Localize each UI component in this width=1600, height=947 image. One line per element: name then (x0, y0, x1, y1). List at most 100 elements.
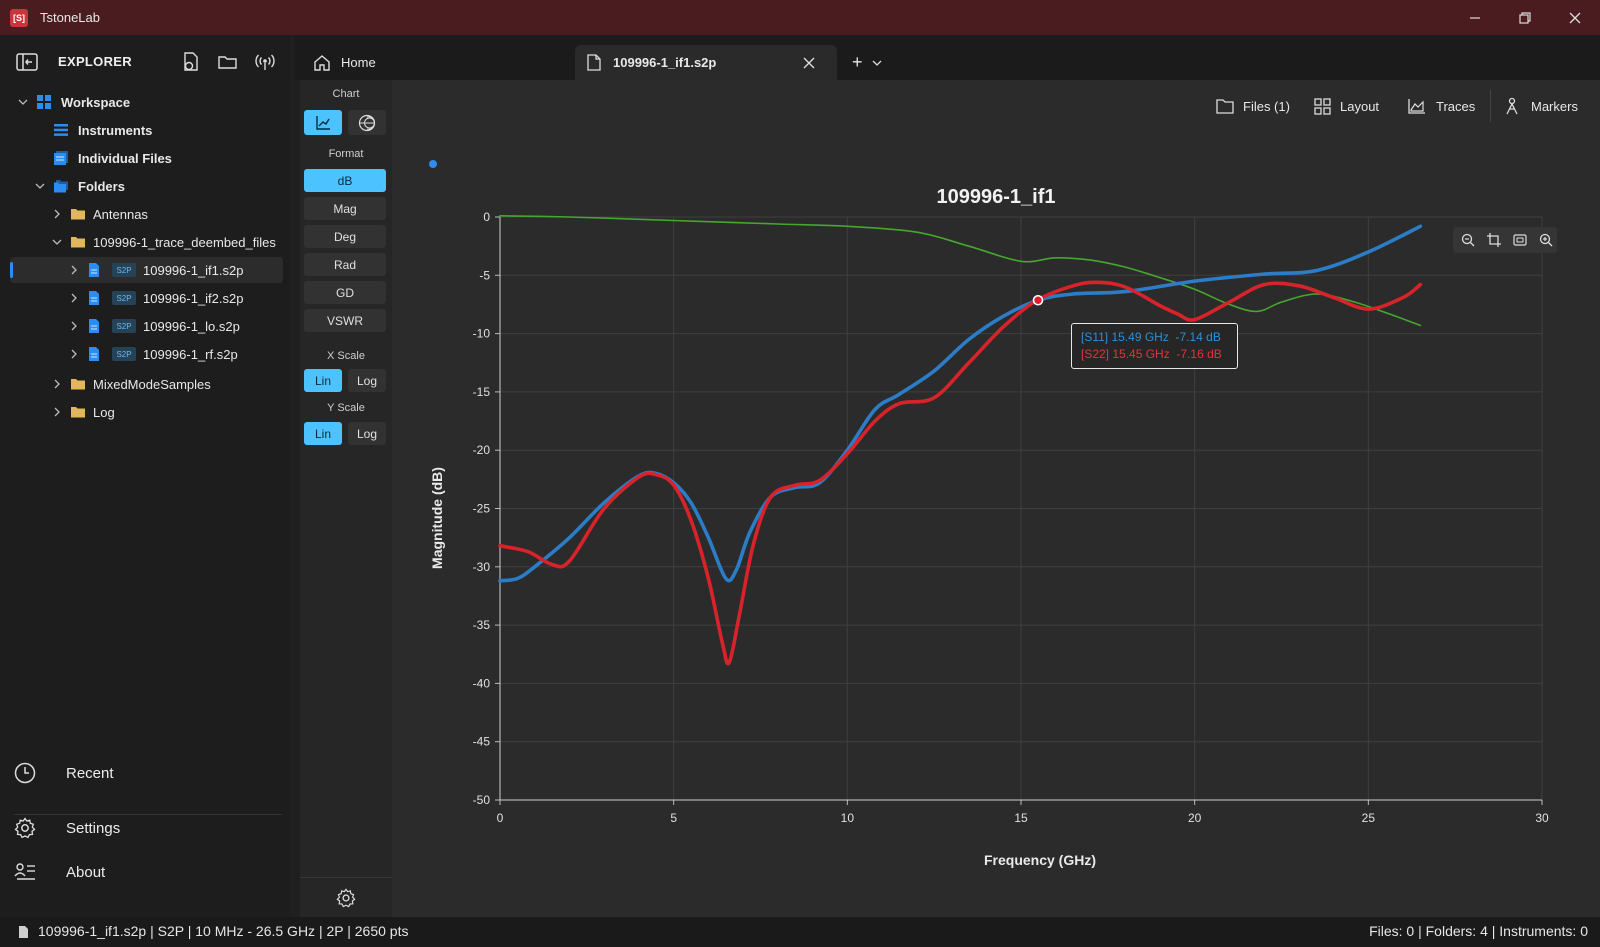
format-gd-button[interactable]: GD (304, 281, 386, 304)
nav-divider (14, 814, 282, 815)
tree-label: 109996-1_rf.s2p (143, 346, 238, 362)
tree-label: 109996-1_lo.s2p (143, 318, 240, 334)
x-tick-label: 20 (1188, 811, 1202, 825)
format-vswr-button[interactable]: VSWR (304, 309, 386, 332)
format-db-button[interactable]: dB (304, 169, 386, 192)
tree-item-log[interactable]: Log (10, 399, 283, 425)
y-scale-lin-button[interactable]: Lin (304, 422, 342, 445)
chart-series (498, 215, 1423, 666)
tooltip-s11-line: [S11] 15.49 GHz -7.14 dB (1081, 330, 1221, 344)
chevron-right-icon[interactable] (51, 406, 63, 418)
markers-button[interactable]: Markers (1504, 94, 1578, 118)
tree-item-rf-file[interactable]: S2P 109996-1_rf.s2p (10, 341, 283, 367)
x-scale-label: X Scale (327, 350, 365, 362)
app-title: TstoneLab (40, 10, 100, 25)
tree-label: Workspace (61, 94, 131, 110)
series-line-s21 (499, 215, 1422, 327)
y-tick-label: -15 (473, 385, 491, 399)
file-icon (587, 54, 601, 71)
tree-label: Individual Files (78, 150, 172, 166)
chevron-right-icon[interactable] (68, 264, 80, 276)
zoom-in-icon[interactable] (1539, 233, 1553, 247)
recent-nav[interactable]: Recent (14, 753, 279, 793)
file-icon (89, 291, 99, 305)
chevron-right-icon[interactable] (51, 378, 63, 390)
minimize-button[interactable] (1450, 0, 1500, 35)
y-scale-log-button[interactable]: Log (348, 422, 386, 445)
close-tab-icon[interactable] (803, 57, 815, 69)
list-icon (54, 124, 68, 136)
tree-item-if1-file[interactable]: S2P 109996-1_if1.s2p (10, 257, 283, 283)
tree-label: Folders (78, 178, 125, 194)
marker-point (1032, 294, 1044, 306)
traces-label: Traces (1436, 98, 1476, 114)
explorer-sidebar: EXPLORER Workspace Instruments (0, 35, 290, 917)
format-rad-button[interactable]: Rad (304, 253, 386, 276)
x-scale-lin-button[interactable]: Lin (304, 369, 342, 392)
rectangular-chart-button[interactable] (304, 110, 342, 135)
chevron-right-icon[interactable] (51, 208, 63, 220)
tree-item-lo-file[interactable]: S2P 109996-1_lo.s2p (10, 313, 283, 339)
chart-label: Chart (332, 88, 360, 100)
tree-item-workspace[interactable]: Workspace (10, 89, 283, 115)
y-tick-label: -30 (473, 560, 491, 574)
tree-item-if2-file[interactable]: S2P 109996-1_if2.s2p (10, 285, 283, 311)
open-folder-icon[interactable] (217, 51, 239, 73)
layout-label: Layout (1340, 98, 1380, 114)
close-icon (1569, 12, 1581, 23)
y-tick-label: 0 (483, 210, 490, 224)
chevron-right-icon[interactable] (68, 292, 80, 304)
status-bar: 109996-1_if1.s2p | S2P | 10 MHz - 26.5 G… (0, 917, 1600, 947)
format-label: Format (328, 148, 364, 160)
x-scale-log-button[interactable]: Log (348, 369, 386, 392)
tree-item-mixedmodesamples[interactable]: MixedModeSamples (10, 371, 283, 397)
s2p-badge: S2P (112, 291, 136, 305)
x-tick-label: 10 (841, 811, 855, 825)
traces-button[interactable]: Traces (1408, 94, 1475, 118)
open-file-icon[interactable] (180, 51, 202, 73)
smith-chart-button[interactable] (348, 110, 386, 135)
chevron-right-icon[interactable] (68, 320, 80, 332)
chevron-down-icon[interactable] (34, 180, 46, 192)
tab-home[interactable]: Home (309, 45, 429, 80)
restore-button[interactable] (1500, 0, 1550, 35)
collapse-sidebar-icon[interactable] (16, 51, 38, 73)
about-nav[interactable]: About (14, 852, 279, 892)
files-button[interactable]: Files (1) (1216, 94, 1290, 118)
new-tab-button[interactable]: + (840, 45, 890, 80)
chevron-right-icon[interactable] (68, 348, 80, 360)
chevron-down-icon[interactable] (51, 236, 63, 248)
fit-screen-icon[interactable] (1513, 233, 1527, 247)
smith-chart-icon (358, 114, 376, 131)
format-mag-button[interactable]: Mag (304, 197, 386, 220)
tree-label: Instruments (78, 122, 153, 138)
y-scale-label: Y Scale (327, 402, 365, 414)
tree-label: 109996-1_if1.s2p (143, 262, 244, 278)
chevron-down-icon[interactable] (872, 59, 882, 67)
tree-item-instruments[interactable]: Instruments (10, 117, 283, 143)
zoom-out-icon[interactable] (1461, 233, 1475, 247)
tree-item-antennas[interactable]: Antennas (10, 201, 283, 227)
tree-item-folders[interactable]: Folders (10, 173, 283, 199)
settings-nav[interactable]: Settings (14, 808, 279, 848)
selection-indicator (10, 262, 13, 278)
instrument-connect-icon[interactable] (254, 51, 276, 73)
explorer-header: EXPLORER (0, 35, 290, 89)
file-icon (89, 347, 99, 361)
x-axis-label: Frequency (GHz) (984, 852, 1096, 868)
tree-item-individual-files[interactable]: Individual Files (10, 145, 283, 171)
format-deg-button[interactable]: Deg (304, 225, 386, 248)
crop-icon[interactable] (1487, 233, 1501, 247)
tab-if1-file[interactable]: 109996-1_if1.s2p (575, 45, 837, 80)
status-file-info: 109996-1_if1.s2p | S2P | 10 MHz - 26.5 G… (38, 923, 409, 939)
chevron-down-icon[interactable] (17, 96, 29, 108)
layout-button[interactable]: Layout (1314, 94, 1379, 118)
sparameter-chart[interactable]: 0 5 10 15 20 25 30 0 -5 -10 -15 -20 -25 -30 -35 -40 -45 -… (392, 80, 1600, 917)
person-marker-icon (1506, 97, 1518, 115)
chart-axes: 0 5 10 15 20 25 30 0 -5 -10 -15 -20 -25 -30 -35 -40 -45 -… (473, 210, 1549, 825)
chart-settings-icon[interactable] (336, 888, 356, 908)
gear-icon (14, 817, 36, 839)
close-window-button[interactable] (1550, 0, 1600, 35)
tree-item-trace-deembed-files[interactable]: 109996-1_trace_deembed_files (10, 229, 283, 255)
y-tick-label: -50 (473, 793, 491, 807)
